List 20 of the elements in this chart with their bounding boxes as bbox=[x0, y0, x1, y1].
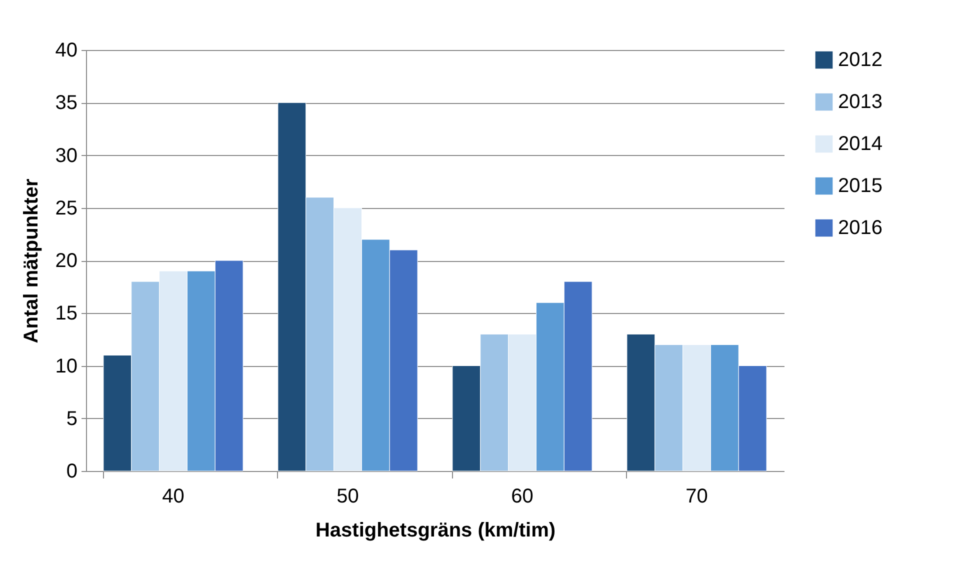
legend-label: 2015 bbox=[838, 175, 882, 197]
y-tick-label: 20 bbox=[55, 250, 78, 272]
x-tick-label: 60 bbox=[511, 486, 534, 508]
y-tick-label: 35 bbox=[55, 92, 78, 114]
y-tick-label: 40 bbox=[55, 40, 78, 62]
x-tick-label: 50 bbox=[336, 486, 359, 508]
legend-label: 2014 bbox=[838, 133, 882, 155]
y-tick-label: 25 bbox=[55, 197, 78, 220]
y-tick-label: 30 bbox=[55, 144, 78, 167]
legend-label: 2016 bbox=[838, 217, 882, 239]
legend-label: 2012 bbox=[838, 49, 882, 71]
y-axis-title: Antal mätpunkter bbox=[20, 178, 42, 344]
y-tick-label: 0 bbox=[66, 460, 78, 482]
x-axis-title: Hastighetsgräns (km/tim) bbox=[315, 520, 556, 542]
legend-label: 2013 bbox=[838, 91, 882, 113]
x-tick-label: 40 bbox=[162, 486, 184, 508]
y-tick-label: 10 bbox=[55, 355, 78, 378]
x-tick-label: 70 bbox=[686, 486, 708, 508]
y-tick-label: 5 bbox=[66, 408, 78, 430]
y-tick-label: 15 bbox=[55, 302, 78, 325]
